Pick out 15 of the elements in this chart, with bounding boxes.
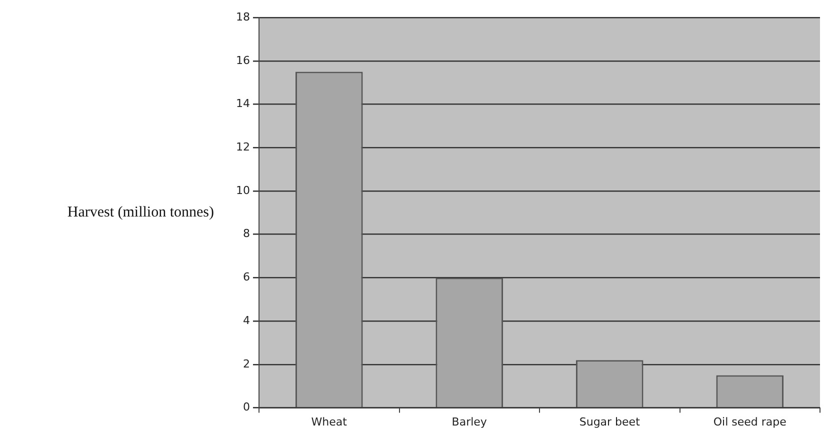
y-tick-label: 12 — [236, 140, 250, 154]
y-tick-label: 4 — [243, 314, 250, 327]
y-tick-label: 10 — [236, 184, 250, 197]
x-tick-label: Sugar beet — [579, 415, 641, 428]
y-tick-label: 16 — [236, 54, 250, 67]
x-tick-label: Wheat — [311, 415, 348, 428]
y-tick-label: 14 — [236, 97, 250, 110]
y-tick-label: 18 — [236, 10, 250, 24]
y-tick-label: 6 — [243, 270, 250, 284]
y-tick-label: 2 — [243, 357, 250, 370]
x-tick-label: Oil seed rape — [713, 415, 787, 428]
x-tick-label: Barley — [452, 415, 488, 428]
y-axis-title: Harvest (million tonnes) — [67, 204, 214, 221]
y-tick-label: 8 — [243, 227, 250, 240]
y-tick-label: 0 — [243, 400, 250, 414]
